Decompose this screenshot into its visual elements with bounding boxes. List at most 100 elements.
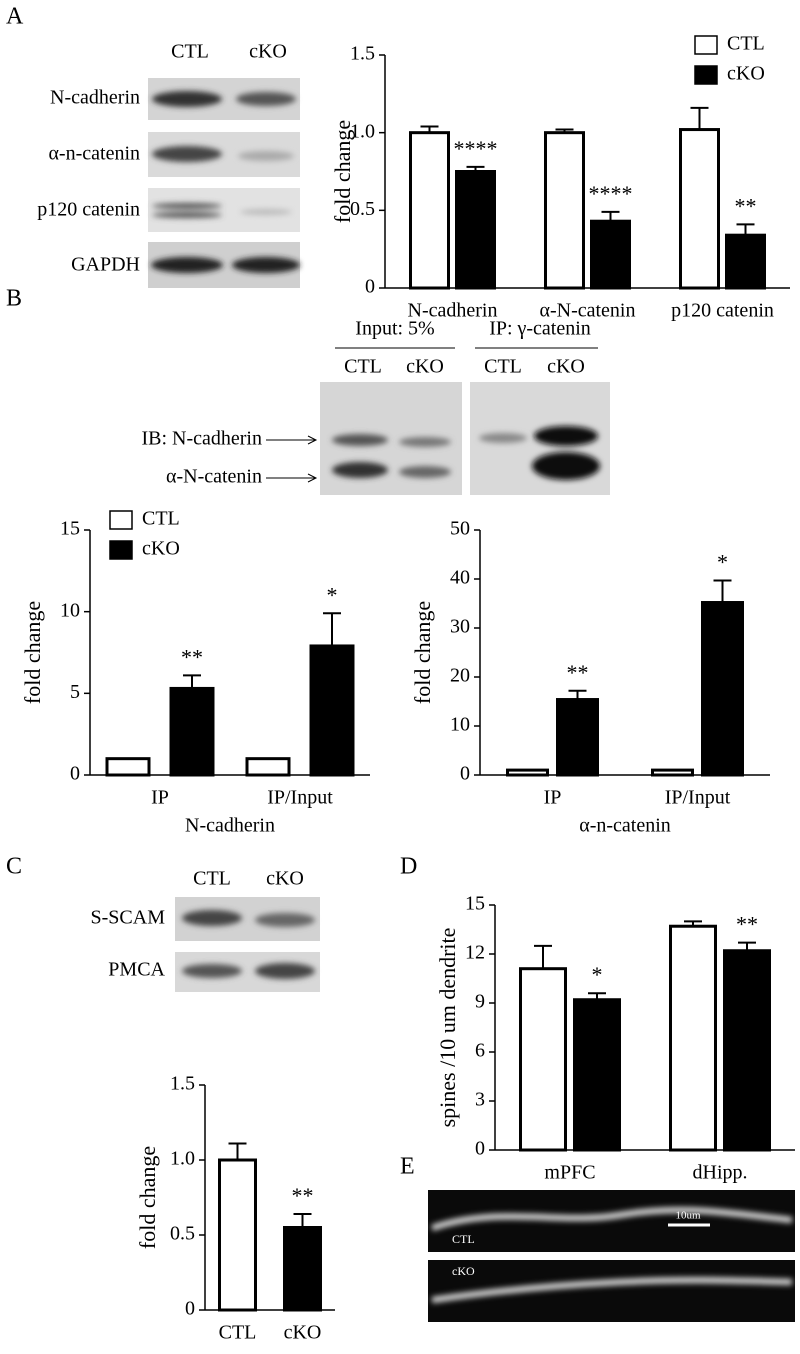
bar	[669, 924, 717, 1152]
panel-letter: B	[6, 286, 22, 312]
blot-row-label: p120 catenin	[37, 199, 140, 221]
bar	[506, 768, 549, 777]
x-tick-label: mPFC	[544, 1162, 595, 1184]
bar	[590, 219, 631, 290]
blot-row-label: PMCA	[108, 959, 165, 981]
significance-label: ****	[589, 181, 633, 206]
significance-label: **	[735, 193, 757, 218]
error-bar	[228, 1142, 247, 1160]
y-tick-label: 12	[465, 942, 485, 964]
significance-label: **	[736, 912, 758, 937]
significance-label: **	[181, 644, 203, 669]
y-tick-label: 6	[475, 1040, 485, 1062]
blot-column-label: cKO	[547, 356, 585, 378]
y-tick-label: 0.5	[350, 198, 375, 220]
bar	[544, 131, 585, 290]
y-tick-label: 50	[450, 518, 470, 540]
panel-letter: A	[6, 4, 24, 30]
blot-column-label: cKO	[266, 868, 304, 890]
bar	[519, 967, 567, 1152]
y-tick-label: 20	[450, 665, 470, 687]
y-tick-label: 15	[465, 893, 485, 915]
x-tick-label: α-N-catenin	[540, 300, 636, 322]
y-axis-label: fold change	[20, 601, 45, 704]
y-tick-label: 0.5	[170, 1223, 195, 1245]
panel-letter: C	[6, 854, 22, 880]
y-tick-label: 0	[460, 763, 470, 785]
blot-c	[175, 897, 320, 992]
legend-label: cKO	[727, 63, 765, 85]
blot-row-label: IB: N-cadherin	[141, 428, 262, 450]
y-tick-label: 0	[365, 276, 375, 298]
blot-a	[148, 78, 300, 288]
x-axis-label: α-n-catenin	[579, 815, 671, 837]
error-bar	[293, 1213, 312, 1228]
significance-label: *	[717, 550, 728, 575]
error-bar	[713, 579, 732, 603]
error-bar	[690, 106, 709, 130]
y-tick-label: 9	[475, 991, 485, 1013]
y-tick-label: 0	[70, 763, 80, 785]
bar	[651, 768, 694, 777]
bar	[409, 131, 450, 290]
blot-column-label: cKO	[249, 41, 287, 63]
bar	[725, 233, 766, 290]
legend-swatch	[109, 540, 133, 560]
error-bar	[736, 223, 755, 236]
x-axis-label: N-cadherin	[185, 815, 275, 837]
panel-letter: D	[400, 854, 417, 880]
bar	[309, 644, 355, 777]
significance-label: **	[567, 660, 589, 685]
y-tick-label: 30	[450, 616, 470, 638]
dendrite-image	[428, 1190, 795, 1322]
y-tick-label: 1.5	[350, 43, 375, 65]
y-tick-label: 0	[185, 1298, 195, 1320]
panel-letter: E	[400, 1154, 415, 1180]
bar	[679, 128, 720, 290]
arrow	[266, 435, 318, 483]
significance-label: ****	[454, 136, 498, 161]
y-axis-label: fold change	[135, 1146, 160, 1249]
bar	[701, 601, 744, 777]
x-tick-label: CTL	[219, 1322, 257, 1344]
y-tick-label: 1.5	[170, 1073, 195, 1095]
blot-column-label: CTL	[484, 356, 522, 378]
error-bar	[183, 674, 201, 689]
y-tick-label: 40	[450, 567, 470, 589]
y-axis-label: fold change	[410, 601, 435, 704]
blot-group-label: IP: γ-catenin	[489, 318, 591, 340]
bar	[455, 170, 496, 290]
blot-group-label: Input: 5%	[355, 318, 434, 340]
y-tick-label: 5	[70, 681, 80, 703]
blot-column-label: CTL	[193, 868, 231, 890]
error-bar	[601, 210, 620, 222]
blot-row-label: α-N-catenin	[166, 466, 262, 488]
y-tick-label: 10	[450, 714, 470, 736]
y-tick-label: 1.0	[350, 120, 375, 142]
significance-label: *	[327, 582, 338, 607]
significance-label: **	[292, 1183, 314, 1208]
x-tick-label: IP	[544, 787, 562, 809]
x-tick-label: cKO	[284, 1322, 322, 1344]
x-tick-label: N-cadherin	[408, 300, 498, 322]
y-tick-label: 3	[475, 1089, 485, 1111]
bar	[105, 757, 151, 777]
bar	[573, 998, 621, 1152]
blot-b	[320, 382, 610, 495]
significance-label: *	[592, 962, 603, 987]
blot-column-label: cKO	[406, 356, 444, 378]
legend-label: CTL	[727, 33, 765, 55]
y-tick-label: 0	[475, 1138, 485, 1160]
bar	[218, 1158, 257, 1312]
x-tick-label: p120 catenin	[671, 300, 774, 322]
blot-column-label: CTL	[344, 356, 382, 378]
x-tick-label: IP	[151, 787, 169, 809]
x-tick-label: IP/Input	[267, 787, 333, 809]
bar	[283, 1226, 322, 1312]
x-tick-label: IP/Input	[665, 787, 731, 809]
y-tick-label: 1.0	[170, 1148, 195, 1170]
image-label: cKO	[452, 1264, 475, 1278]
scale-label: 10um	[675, 1210, 701, 1222]
legend-label: cKO	[142, 538, 180, 560]
legend-swatch	[109, 510, 133, 530]
